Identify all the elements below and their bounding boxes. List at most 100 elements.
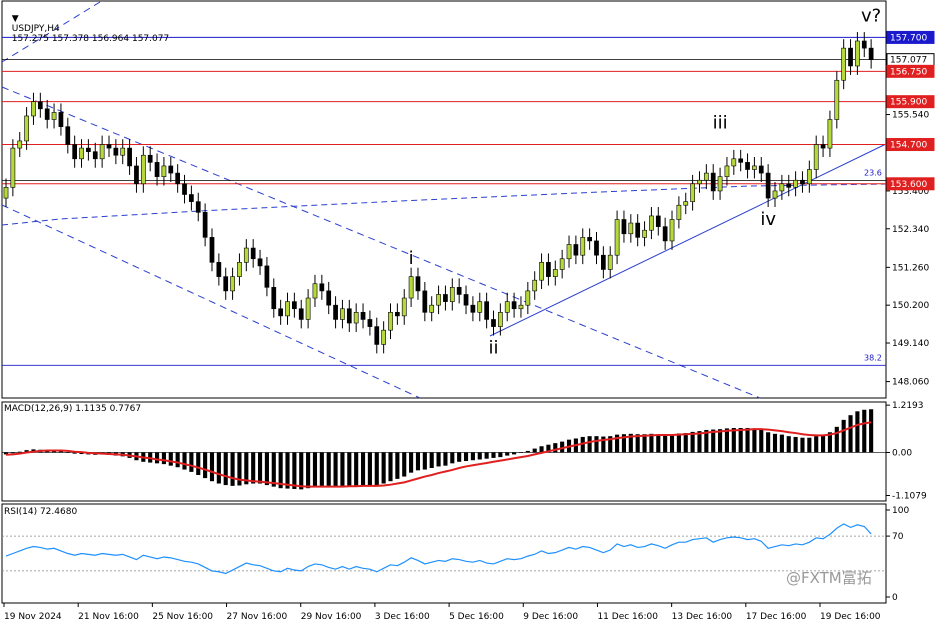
level-price-label: 153.600 xyxy=(890,180,927,190)
candle-body xyxy=(868,47,874,60)
candle-body xyxy=(161,165,167,177)
time-tick-label: 3 Dec 16:00 xyxy=(375,612,430,622)
candle-body xyxy=(79,147,84,160)
macd-histogram-bar xyxy=(512,452,517,455)
candle-body xyxy=(772,190,778,199)
time-tick-label: 5 Dec 16:00 xyxy=(449,612,504,622)
time-tick-label: 13 Dec 16:00 xyxy=(672,612,733,622)
candle-body xyxy=(731,158,737,167)
macd-pane-frame xyxy=(1,401,887,502)
candle-body xyxy=(65,126,71,145)
candle-body xyxy=(552,269,558,277)
candle-body xyxy=(587,237,592,242)
level-price-box xyxy=(886,95,935,109)
candle-body xyxy=(305,297,311,320)
macd-histogram-bar xyxy=(436,452,441,467)
rsi-line xyxy=(5,523,872,575)
macd-histogram-bar xyxy=(299,452,304,490)
candle-body xyxy=(353,312,359,324)
candle-body xyxy=(408,276,414,299)
macd-histogram-bar xyxy=(374,452,379,486)
time-tick-label: 11 Dec 16:00 xyxy=(597,612,658,622)
wave-label: i xyxy=(409,248,414,269)
candle-body xyxy=(827,119,833,149)
macd-histogram-bar xyxy=(683,433,688,453)
macd-histogram-bar xyxy=(518,452,524,453)
title-arrow-icon[interactable]: ▼ xyxy=(11,14,19,24)
macd-histogram-bar xyxy=(718,429,723,453)
macd-histogram-bar xyxy=(72,452,77,454)
candle-body xyxy=(463,294,469,306)
macd-histogram-bar xyxy=(312,452,318,487)
candle-body xyxy=(669,219,675,242)
candle-body xyxy=(415,276,421,292)
candle-body xyxy=(635,222,641,238)
candle-body xyxy=(676,204,682,220)
level-price-label: 157.077 xyxy=(890,56,927,66)
macd-histogram-bar xyxy=(402,452,407,477)
macd-histogram-bar xyxy=(546,444,551,453)
macd-histogram-bar xyxy=(779,434,784,453)
candle-body xyxy=(525,290,531,306)
candle-body xyxy=(127,147,132,167)
macd-tick-label: 1.2193 xyxy=(892,401,924,411)
candle-body xyxy=(779,183,785,192)
macd-histogram-bar xyxy=(154,452,160,464)
candle-body xyxy=(607,254,613,270)
macd-histogram-bar xyxy=(264,452,269,486)
candle-body xyxy=(504,301,510,313)
candle-body xyxy=(367,319,373,327)
candle-body xyxy=(518,304,524,310)
candle-body xyxy=(642,229,647,238)
candle-body xyxy=(278,308,284,317)
macd-histogram-bar xyxy=(594,436,599,453)
rsi-pane-frame xyxy=(1,503,887,604)
macd-histogram-bar xyxy=(834,426,839,453)
macd-histogram-bar xyxy=(161,452,166,465)
macd-histogram-bar xyxy=(869,409,874,453)
macd-histogram-bar xyxy=(663,434,668,453)
candle-body xyxy=(92,151,98,160)
candle-body xyxy=(752,165,757,170)
macd-histogram-bar xyxy=(821,435,826,453)
channel-upper-line xyxy=(1,86,761,399)
wave-label: iii xyxy=(713,112,728,133)
candle-body xyxy=(655,215,661,227)
candle-body xyxy=(216,262,222,277)
candle-body xyxy=(31,101,36,117)
macd-histogram-bar xyxy=(58,450,63,453)
candle-body xyxy=(271,287,277,310)
macd-histogram-bar xyxy=(216,452,221,484)
macd-histogram-bar xyxy=(285,452,290,489)
macd-histogram-bar xyxy=(759,429,764,453)
time-tick-label: 21 Nov 16:00 xyxy=(78,612,139,622)
candle-body xyxy=(154,162,160,177)
time-tick-label: 17 Dec 16:00 xyxy=(746,612,807,622)
chart-title: ▼ USDJPY,H4 157.275 157.378 156.964 157.… xyxy=(6,4,169,44)
rsi-tick-label: 0 xyxy=(892,593,898,603)
candle-body xyxy=(470,304,476,313)
macd-histogram-bar xyxy=(278,452,283,489)
candle-body xyxy=(532,279,538,292)
candle-body xyxy=(793,179,798,188)
candle-body xyxy=(786,183,792,188)
macd-histogram-bar xyxy=(409,452,414,473)
candle-body xyxy=(703,172,709,181)
macd-tick-label: 0.00 xyxy=(892,448,912,458)
macd-histogram-bar xyxy=(807,437,812,453)
candle-body xyxy=(580,237,586,256)
price-tick-label: 151.260 xyxy=(892,263,929,273)
candle-body xyxy=(484,301,489,320)
macd-histogram-bar xyxy=(175,452,180,468)
macd-histogram-bar xyxy=(17,451,22,453)
candle-body xyxy=(209,237,215,263)
macd-histogram-bar xyxy=(690,431,695,453)
macd-histogram-bar xyxy=(79,452,84,455)
level-price-label: 157.700 xyxy=(890,33,927,43)
macd-histogram-bar xyxy=(415,452,421,471)
candle-body xyxy=(346,308,352,324)
candle-body xyxy=(724,165,730,177)
macd-histogram-bar xyxy=(704,429,709,453)
macd-histogram-bar xyxy=(601,436,606,453)
